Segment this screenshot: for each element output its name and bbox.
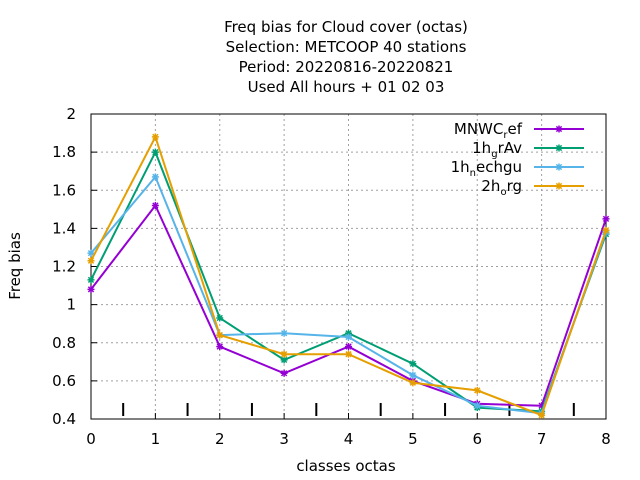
data-point <box>280 329 288 337</box>
y-tick-label: 1.6 <box>52 181 76 199</box>
data-point <box>216 314 224 322</box>
title-line: Period: 20220816-20220821 <box>239 58 454 76</box>
tick-labels: 0 1 2 3 4 5 6 7 8 0.4 0.6 0.8 1 1.2 1.4 1.6 1.8 2 <box>52 105 611 448</box>
data-point <box>280 350 288 358</box>
data-point <box>87 276 95 284</box>
x-tick-label: 4 <box>344 430 354 448</box>
y-tick-label: 1.2 <box>52 258 76 276</box>
legend-entry: MNWCref <box>454 120 584 141</box>
y-tick-label: 0.4 <box>52 410 76 428</box>
grid <box>91 114 606 419</box>
legend-entry: 1hgrAv <box>472 139 584 160</box>
legend-entry: 2horg <box>481 177 584 198</box>
x-tick-label: 2 <box>215 430 225 448</box>
y-axis-label: Freq bias <box>6 232 24 300</box>
data-point <box>280 369 288 377</box>
legend-label: 1hgrAv <box>472 139 522 160</box>
data-point <box>151 173 159 181</box>
x-axis-label: classes octas <box>296 457 396 475</box>
data-point <box>87 257 95 265</box>
data-point <box>151 133 159 141</box>
data-point <box>87 285 95 293</box>
data-point <box>473 402 481 410</box>
data-point <box>216 343 224 351</box>
data-point <box>473 386 481 394</box>
data-point <box>602 226 610 234</box>
data-point <box>216 331 224 339</box>
y-tick-label: 1.4 <box>52 219 76 237</box>
data-point <box>409 360 417 368</box>
series-line <box>90 134 607 417</box>
title-line: Used All hours + 01 02 03 <box>248 78 445 96</box>
data-point <box>87 249 95 257</box>
legend-label: 1hnechgu <box>451 158 522 179</box>
data-point <box>409 379 417 387</box>
data-point <box>345 333 352 341</box>
x-tick-label: 6 <box>472 430 482 448</box>
legend-label: 2horg <box>481 177 522 198</box>
legend-marker <box>555 182 563 190</box>
data-point <box>602 215 610 223</box>
x-tick-label: 7 <box>537 430 547 448</box>
y-tick-label: 0.8 <box>52 334 76 352</box>
data-point <box>538 411 546 419</box>
title-line: Selection: METCOOP 40 stations <box>226 38 467 56</box>
legend-marker <box>555 144 563 152</box>
data-point <box>151 148 159 156</box>
x-tick-label: 8 <box>601 430 611 448</box>
y-tick-label: 1.8 <box>52 143 76 161</box>
x-tick-label: 5 <box>408 430 418 448</box>
x-tick-label: 1 <box>151 430 161 448</box>
legend-marker <box>555 163 563 171</box>
title-line: Freq bias for Cloud cover (octas) <box>224 18 468 36</box>
series <box>87 133 610 419</box>
data-point <box>151 202 159 209</box>
data-point <box>345 350 352 358</box>
data-point <box>409 371 417 379</box>
x-tick-label: 3 <box>279 430 289 448</box>
data-point <box>345 343 352 351</box>
y-tick-label: 2 <box>66 105 76 123</box>
y-tick-label: 0.6 <box>52 372 76 390</box>
y-tick-label: 1 <box>66 296 76 314</box>
chart-title: Freq bias for Cloud cover (octas) Selecti… <box>224 18 468 96</box>
x-tick-label: 0 <box>86 430 96 448</box>
legend-label: MNWCref <box>454 120 523 141</box>
series-2h-org <box>87 133 610 419</box>
legend-entry: 1hnechgu <box>451 158 584 179</box>
legend-marker <box>555 125 563 133</box>
